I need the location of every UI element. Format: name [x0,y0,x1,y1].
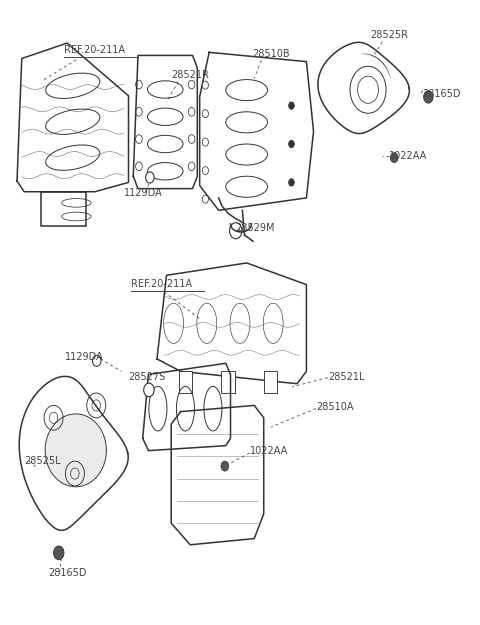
Polygon shape [17,43,129,192]
Text: 28510B: 28510B [252,49,289,59]
Polygon shape [157,263,306,384]
Circle shape [93,355,101,366]
Polygon shape [200,52,313,210]
Circle shape [202,138,208,146]
Text: REF.20-211A: REF.20-211A [131,279,192,289]
Text: 28527S: 28527S [129,372,166,382]
Circle shape [390,152,398,162]
Text: 1129DA: 1129DA [124,188,163,198]
Polygon shape [19,376,128,531]
Circle shape [202,81,208,89]
Circle shape [145,172,154,183]
Circle shape [288,140,294,148]
Polygon shape [143,363,230,451]
Text: 1129DA: 1129DA [64,352,103,362]
Text: 1022AA: 1022AA [250,446,288,456]
Circle shape [54,546,64,559]
Polygon shape [41,192,86,226]
Circle shape [144,383,154,397]
Circle shape [288,102,294,109]
Text: 1022AA: 1022AA [389,151,428,161]
Circle shape [288,179,294,186]
Circle shape [202,167,208,174]
Text: REF.20-211A: REF.20-211A [64,46,125,56]
Circle shape [202,109,208,118]
Text: 28510A: 28510A [316,402,353,412]
Circle shape [221,461,228,471]
Text: 28521L: 28521L [328,372,364,382]
Text: 28165D: 28165D [423,89,461,99]
Polygon shape [318,42,409,134]
Polygon shape [171,406,264,545]
Text: 28525R: 28525R [371,30,408,40]
Bar [221,371,235,393]
Bar [179,371,192,393]
Bar [264,371,277,393]
Text: 28521R: 28521R [171,70,209,80]
Polygon shape [45,414,107,487]
Circle shape [424,91,433,103]
Polygon shape [133,56,197,189]
Text: 28529M: 28529M [235,223,275,233]
Text: 28165D: 28165D [48,568,86,578]
Circle shape [202,195,208,203]
Text: 28525L: 28525L [24,456,61,466]
